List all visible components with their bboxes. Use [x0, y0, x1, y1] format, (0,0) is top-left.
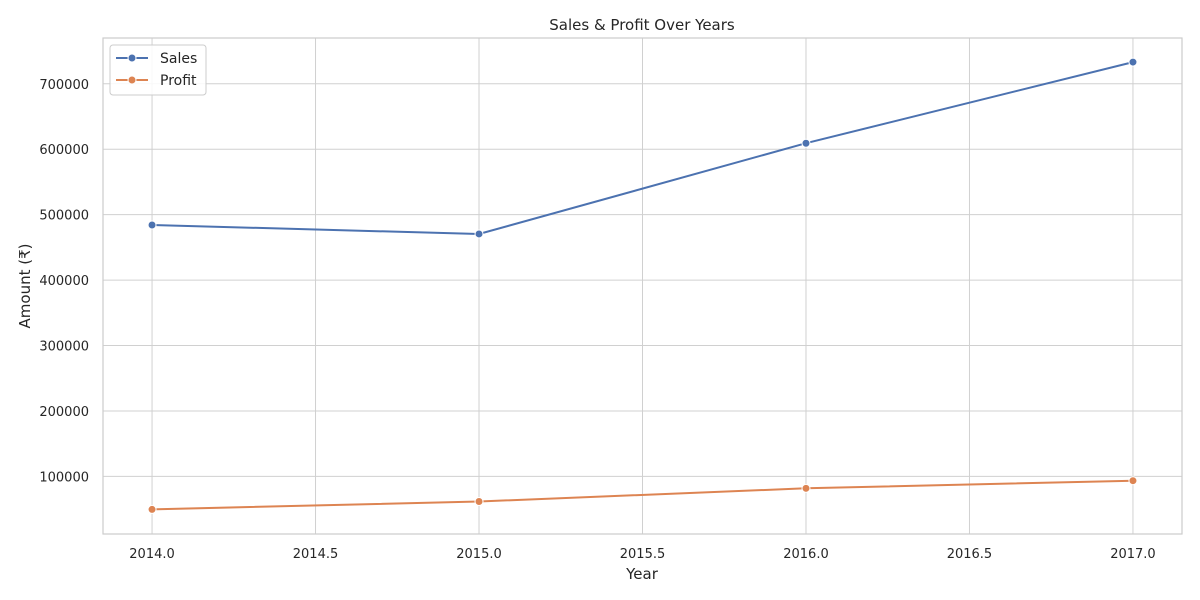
x-axis-label: Year: [625, 565, 659, 583]
series-line-sales: [151, 61, 1134, 236]
data-point-sales: [1128, 57, 1138, 67]
grid: [103, 38, 1182, 534]
y-tick-label: 100000: [39, 470, 89, 485]
y-tick-label: 400000: [39, 274, 89, 289]
data-point-sales: [801, 138, 811, 148]
data-point-profit: [147, 504, 157, 514]
x-tick-label: 2014.5: [293, 547, 339, 562]
x-tick-label: 2015.5: [620, 547, 666, 562]
x-tick-label: 2017.0: [1110, 547, 1156, 562]
y-axis-ticks: 100000 200000 300000 400000 500000 600000 7000…: [39, 78, 89, 486]
legend-marker: [127, 53, 137, 63]
y-tick-label: 200000: [39, 405, 89, 420]
x-tick-label: 2014.0: [129, 547, 175, 562]
data-point-profit: [801, 483, 811, 493]
chart-title: Sales & Profit Over Years: [549, 16, 735, 34]
legend-label-profit: Profit: [160, 73, 197, 89]
legend-marker: [127, 75, 137, 85]
y-tick-label: 300000: [39, 340, 89, 355]
series-line-profit: [151, 479, 1134, 511]
y-tick-label: 500000: [39, 209, 89, 224]
plot-frame: [102, 37, 1183, 535]
plot-area: [147, 57, 1138, 514]
data-point-profit: [1128, 476, 1138, 486]
data-point-sales: [474, 229, 484, 239]
y-tick-label: 600000: [39, 143, 89, 158]
data-point-sales: [147, 220, 157, 230]
legend-label-sales: Sales: [160, 51, 197, 67]
x-tick-label: 2015.0: [456, 547, 502, 562]
x-tick-label: 2016.0: [783, 547, 829, 562]
data-point-profit: [474, 497, 484, 507]
x-tick-label: 2016.5: [947, 547, 993, 562]
legend: Sales Profit: [109, 44, 207, 96]
x-axis-ticks: 2014.0 2014.5 2015.0 2015.5 2016.0 2016.5 2017…: [129, 547, 1155, 562]
y-axis-label: Amount (₹): [16, 244, 34, 329]
y-tick-label: 700000: [39, 78, 89, 93]
